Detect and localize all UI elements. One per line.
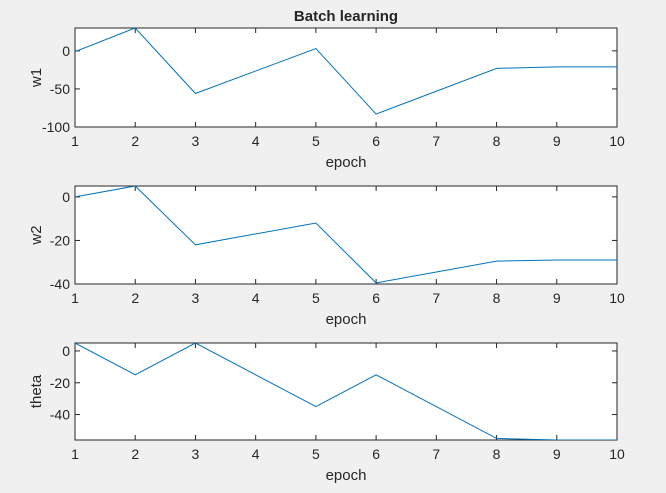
x-tick-label: 9 (553, 133, 561, 149)
y-tick-label: -40 (50, 276, 70, 292)
x-tick-label: 10 (609, 133, 625, 149)
x-tick-label: 4 (252, 290, 260, 306)
x-tick-label: 8 (493, 133, 501, 149)
x-tick-label: 6 (372, 290, 380, 306)
plot-area (74, 342, 618, 441)
x-tick-label: 8 (493, 290, 501, 306)
x-tick-label: 7 (432, 446, 440, 462)
x-tick-label: 2 (131, 133, 139, 149)
chart-title: Batch learning (294, 8, 398, 25)
x-tick-label: 3 (192, 133, 200, 149)
x-tick-label: 8 (493, 446, 501, 462)
x-tick-label: 3 (192, 446, 200, 462)
x-tick-label: 1 (71, 446, 79, 462)
series-line-1 (75, 343, 617, 440)
plot-area (74, 185, 618, 285)
y-tick-label: 0 (62, 189, 70, 205)
x-tick-label: 10 (609, 290, 625, 306)
x-tick-label: 10 (609, 446, 625, 462)
x-tick-label: 7 (432, 290, 440, 306)
x-tick-label: 4 (252, 446, 260, 462)
x-tick-label: 5 (312, 290, 320, 306)
x-tick-label: 5 (312, 446, 320, 462)
x-tick-label: 5 (312, 133, 320, 149)
x-tick-label: 9 (553, 446, 561, 462)
x-axis-label: epoch (326, 311, 367, 328)
x-tick-label: 2 (131, 290, 139, 306)
x-tick-label: 1 (71, 133, 79, 149)
x-tick-label: 4 (252, 133, 260, 149)
x-tick-label: 6 (372, 446, 380, 462)
x-tick-label: 9 (553, 290, 561, 306)
x-tick-label: 7 (432, 133, 440, 149)
y-tick-label: 0 (62, 43, 70, 59)
x-axis-label: epoch (326, 154, 367, 171)
subplot-3: 1 2 3 4 5 6 7 8 9 10 0 -20 -40 epoch theta (28, 342, 625, 484)
x-tick-label: 1 (71, 290, 79, 306)
y-tick-label: -50 (50, 81, 70, 97)
plot-area (74, 27, 618, 128)
x-tick-label: 2 (131, 446, 139, 462)
y-tick-label: -20 (50, 375, 70, 391)
subplot-2: 1 2 3 4 5 6 7 8 9 10 0 -20 -40 epoch w2 (28, 185, 625, 328)
x-tick-label: 3 (192, 290, 200, 306)
y-tick-label: -40 (50, 407, 70, 423)
subplot-1: 1 2 3 4 5 6 7 8 9 10 0 -50 -100 epoch w1 Batch learning (28, 8, 625, 171)
x-tick-label: 6 (372, 133, 380, 149)
y-tick-label: -100 (42, 119, 70, 135)
series-line-1 (75, 186, 617, 284)
y-tick-label: 0 (62, 343, 70, 359)
series-line-1 (75, 28, 617, 115)
y-tick-label: -20 (50, 232, 70, 248)
y-axis-label: w2 (28, 225, 45, 245)
y-axis-label: w1 (28, 68, 45, 88)
y-axis-label: theta (28, 374, 45, 408)
x-axis-label: epoch (326, 467, 367, 484)
